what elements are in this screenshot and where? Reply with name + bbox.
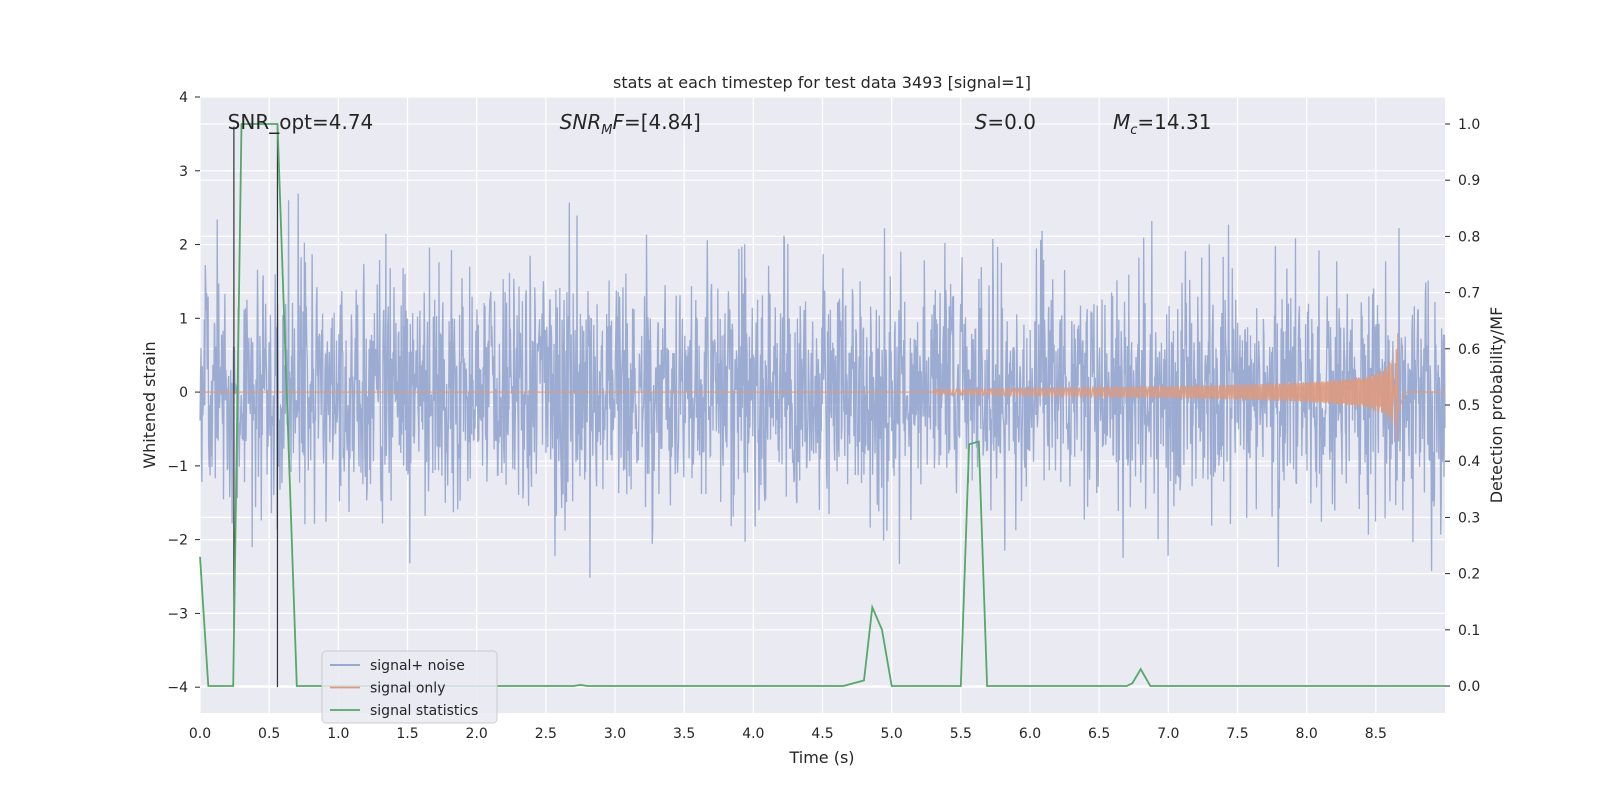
- y-left-tick-label: −1: [167, 459, 188, 475]
- legend-box: [321, 650, 498, 724]
- y-right-tick-label: 0.3: [1458, 510, 1480, 526]
- legend-label: signal statistics: [370, 703, 478, 719]
- y-right-tick-label: 0.5: [1458, 398, 1480, 414]
- legend-label: signal+ noise: [370, 658, 465, 674]
- y-right-tick-label: 1.0: [1458, 117, 1480, 133]
- y-left-tick-label: 1: [179, 311, 188, 327]
- x-tick-label: 1.0: [327, 726, 349, 742]
- y-right-tick-label: 0.4: [1458, 454, 1480, 470]
- y-right-axis-ticks: 1.0 0.9 0.8 0.7 0.6 0.5 0.4 0.3 0.2 0.1 0.0: [1445, 117, 1480, 695]
- y-right-tick-label: 0.0: [1458, 679, 1480, 695]
- line-signal-noise: [199, 193, 1446, 578]
- x-tick-label: 3.0: [604, 726, 626, 742]
- series-signal-only: [200, 333, 1445, 442]
- series-signal-noise: [199, 193, 1446, 578]
- x-tick-label: 2.0: [466, 726, 488, 742]
- y-right-tick-label: 0.2: [1458, 567, 1480, 583]
- line-signal-only: [200, 333, 1445, 442]
- y-left-tick-label: 2: [179, 238, 188, 254]
- y-left-tick-label: 3: [179, 164, 188, 180]
- y-left-tick-label: −4: [167, 680, 188, 696]
- y-left-axis-ticks: 4 3 2 1 0 −1 −2 −3 −4: [167, 90, 200, 696]
- x-tick-label: 2.5: [535, 726, 557, 742]
- x-tick-label: 5.5: [950, 726, 972, 742]
- y-left-tick-label: −3: [167, 606, 188, 622]
- line-signal-statistics: [199, 123, 1445, 687]
- series-signal-statistics: [199, 123, 1445, 687]
- y-right-tick-label: 0.6: [1458, 342, 1480, 358]
- y-left-tick-label: 4: [179, 90, 188, 106]
- x-tick-label: 5.0: [881, 726, 903, 742]
- x-tick-label: 6.0: [1019, 726, 1041, 742]
- x-tick-label: 8.0: [1296, 726, 1318, 742]
- y-right-tick-label: 0.1: [1458, 623, 1480, 639]
- x-tick-label: 8.5: [1365, 726, 1387, 742]
- x-tick-label: 4.5: [811, 726, 833, 742]
- legend-label: signal only: [370, 681, 445, 697]
- marker-lines: [233, 126, 279, 688]
- y-left-tick-label: −2: [167, 533, 188, 549]
- x-axis-label: Time (s): [788, 748, 854, 767]
- y-right-axis-label: Detection probability/MF: [1487, 307, 1506, 504]
- chart-title: stats at each timestep for test data 349…: [613, 73, 1031, 92]
- annotation-snr-mf: SNRMF=[4.84]: [560, 110, 701, 138]
- x-tick-label: 4.0: [742, 726, 764, 742]
- x-tick-label: 7.0: [1157, 726, 1179, 742]
- legend: signal+ noise signal only signal statistic…: [321, 650, 498, 724]
- x-tick-label: 0.0: [189, 726, 211, 742]
- x-tick-label: 0.5: [258, 726, 280, 742]
- x-tick-label: 7.5: [1226, 726, 1248, 742]
- annotation-snr-opt: SNR_opt=4.74: [228, 110, 374, 134]
- x-tick-label: 1.5: [396, 726, 418, 742]
- y-right-tick-label: 0.9: [1458, 173, 1480, 189]
- x-tick-label: 3.5: [673, 726, 695, 742]
- annotation-mc-value: Mc=14.31: [1113, 110, 1211, 138]
- y-right-tick-label: 0.8: [1458, 229, 1480, 245]
- annotation-s-value: S=0.0: [975, 110, 1036, 134]
- x-axis-ticks: 0.0 0.5 1.0 1.5 2.0 2.5 3.0 3.5 4.0 4.5 5.0 5.5 6.0 6…: [189, 726, 1387, 742]
- x-tick-label: 6.5: [1088, 726, 1110, 742]
- y-left-axis-label: Whitened strain: [140, 341, 159, 468]
- y-left-tick-label: 0: [179, 385, 188, 401]
- y-right-tick-label: 0.7: [1458, 286, 1480, 302]
- annotations: SNR_opt=4.74 SNRMF=[4.84] S=0.0 Mc=14.31: [228, 110, 1212, 138]
